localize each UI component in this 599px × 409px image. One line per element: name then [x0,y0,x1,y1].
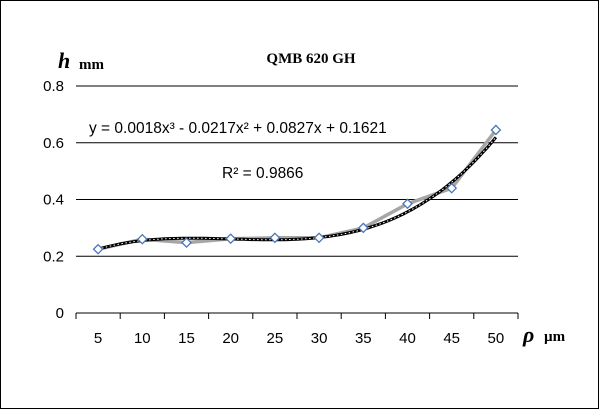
data-point-marker [490,124,502,136]
y-axis-symbol: h [58,48,70,73]
x-tick-label: 35 [355,330,372,347]
y-tick-label: 0.8 [43,78,64,95]
x-tick-label: 15 [178,330,195,347]
x-tick-labels: 5 10 15 20 25 30 35 40 45 50 [94,330,504,347]
x-axis-symbol: ρ [522,322,534,347]
data-point-marker [225,233,237,245]
data-point-marker [92,243,104,255]
trendline-group [97,136,498,251]
trendline-equation: y = 0.0018x³ - 0.0217x² + 0.0827x + 0.16… [89,120,387,137]
x-tick-label: 20 [222,330,239,347]
data-point-marker [136,233,148,245]
y-tick-labels: 0 0.2 0.4 0.6 0.8 [43,78,64,322]
y-axis-unit: mm [79,57,104,73]
x-axis [75,312,519,319]
data-point-marker [181,237,192,249]
data-point-marker [313,232,325,244]
data-point-marker [402,198,413,210]
x-tick-label: 50 [488,330,505,347]
x-tick-label: 5 [94,330,102,347]
y-tick-label: 0.2 [43,248,64,265]
x-tick-label: 40 [399,330,416,347]
x-tick-label: 45 [443,330,460,347]
x-tick-label: 10 [134,330,151,347]
gridlines [76,85,518,257]
y-tick-label: 0.6 [43,135,64,152]
data-point-marker [357,222,369,234]
y-tick-label: 0 [56,305,64,322]
x-axis-unit: µm [544,329,566,345]
markers [92,124,502,255]
x-tick-label: 30 [311,330,328,347]
y-tick-label: 0.4 [43,192,64,209]
chart-title: QMB 620 GH [266,51,355,67]
r-squared-label: R² = 0.9866 [222,165,303,182]
data-point-marker [269,232,281,244]
x-tick-label: 25 [267,330,284,347]
data-point-marker [446,182,458,194]
trendline-dots [97,136,497,250]
